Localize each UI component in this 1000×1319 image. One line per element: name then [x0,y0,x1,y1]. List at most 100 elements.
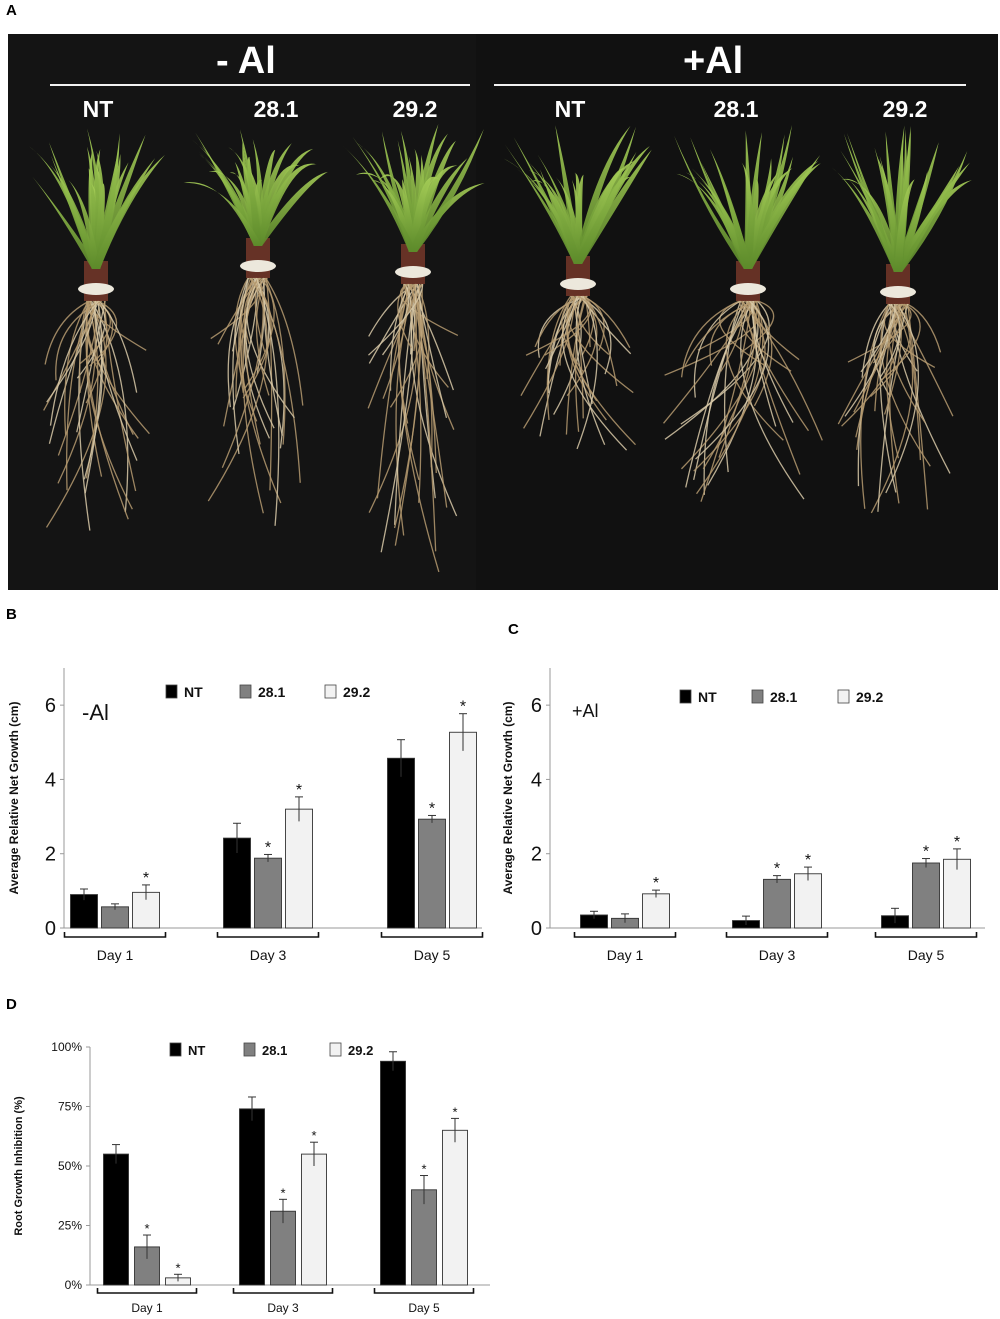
significance-star-c: * [653,875,659,892]
line-label-nt-plus: NT [554,96,586,122]
bar-b [101,906,129,929]
day-label-c: Day 1 [607,947,644,963]
legend-label-b: 28.1 [258,684,285,700]
significance-star-d: * [280,1185,285,1200]
plant-drawings [28,124,972,573]
y-axis-label-c: Average Relative Net Growth (cm) [501,702,515,895]
day-label-b: Day 5 [414,947,451,963]
significance-star-d: * [175,1260,180,1275]
line-label-28-1-plus: 28.1 [713,96,759,122]
line-label-28-1-minus: 28.1 [253,96,299,122]
plant-photograph: - Al +Al NT 28.1 29.2 NT 28.1 29.2 [8,34,998,590]
y-tick-label-d: 0% [65,1278,83,1292]
significance-star-b: * [429,800,435,817]
y-tick-label-b: 0 [45,918,56,940]
legend-label-b: NT [184,684,203,700]
bar-c [794,873,822,929]
panel-letter-b: B [6,606,17,623]
line-label-nt-minus: NT [82,96,114,122]
significance-star-c: * [923,844,929,861]
bar-b [254,857,282,929]
legend-label-d: NT [188,1043,205,1058]
significance-star-d: * [421,1162,426,1177]
legend-swatch-c [837,689,850,704]
day-label-b: Day 1 [97,947,134,963]
significance-star-d: * [452,1104,457,1119]
day-bracket-b [380,932,484,938]
legend-swatch-d [169,1042,182,1057]
significance-star-c: * [774,861,780,878]
legend-label-c: NT [698,689,717,705]
plant-4 [503,125,652,451]
day-bracket-b [63,932,167,938]
day-bracket-d [96,1288,198,1294]
y-tick-label-b: 6 [45,695,56,717]
plant-1 [28,128,165,531]
line-label-29-2-minus: 29.2 [392,96,438,122]
panel-letter-d: D [6,996,17,1013]
y-tick-label-c: 0 [531,918,542,940]
day-bracket-d [373,1288,475,1294]
plant-6 [831,125,972,514]
chart-c-plus-al: 0 2 4 6 Average Relative Net Growth (cm) +Al N… [501,668,985,963]
legend-swatch-d [329,1042,342,1057]
legend-label-d: 29.2 [348,1043,373,1058]
legend-label-c: 28.1 [770,689,797,705]
plant-2 [183,129,328,526]
condition-underline-minus [50,84,470,86]
significance-star-b: * [296,782,302,799]
y-tick-label-d: 100% [51,1040,82,1054]
day-bracket-c [874,932,978,938]
y-axis-label-d: Root Growth Inhibition (%) [13,1096,25,1236]
day-bracket-d [232,1288,334,1294]
y-tick-label-d: 25% [58,1219,82,1233]
panel-letter-c: C [508,621,519,638]
bar-d [239,1108,265,1286]
day-label-c: Day 3 [759,947,796,963]
significance-star-c: * [954,834,960,851]
condition-label-minus-al: - Al [216,40,276,82]
legend-swatch-b [324,684,337,699]
legend-swatch-b [239,684,252,699]
bar-b [387,757,415,929]
y-tick-label-d: 75% [58,1100,82,1114]
condition-underline-plus [494,84,966,86]
condition-annotation-c: +Al [572,701,599,721]
day-bracket-c [573,932,677,938]
legend-swatch-b [165,684,178,699]
significance-star-d: * [311,1128,316,1143]
significance-star-c: * [805,852,811,869]
day-label-d: Day 1 [131,1301,163,1315]
bar-b [285,808,313,929]
panel-letter-a: A [6,2,17,19]
y-tick-label-c: 6 [531,695,542,717]
day-label-b: Day 3 [250,947,287,963]
significance-star-d: * [144,1221,149,1236]
y-tick-label-b: 2 [45,844,56,866]
bar-d [411,1189,437,1286]
legend-swatch-d [243,1042,256,1057]
bar-c [912,862,940,929]
day-label-c: Day 5 [908,947,945,963]
bar-d [103,1153,129,1286]
day-label-d: Day 5 [408,1301,440,1315]
legend-label-b: 29.2 [343,684,370,700]
significance-star-b: * [265,839,271,856]
significance-star-b: * [460,699,466,716]
condition-label-plus-al: +Al [683,40,744,82]
bar-c [943,858,971,929]
legend-label-c: 29.2 [856,689,883,705]
condition-annotation-b: -Al [82,700,109,725]
chart-d-root-growth-inhibition: 0% 25% 50% 75% 100% Root Growth Inhibition (%… [13,1040,490,1315]
bar-c [763,878,791,929]
legend-swatch-c [751,689,764,704]
y-axis-label-b: Average Relative Net Growth (cm) [7,702,21,895]
chart-b-minus-al: 0 2 4 6 Average Relative Net Growth (cm) -Al N… [7,668,484,963]
plant-5 [663,124,823,502]
legend-label-d: 28.1 [262,1043,287,1058]
bar-c [642,893,670,929]
line-label-29-2-plus: 29.2 [882,96,928,122]
y-tick-label-c: 2 [531,844,542,866]
bar-b [449,731,477,929]
